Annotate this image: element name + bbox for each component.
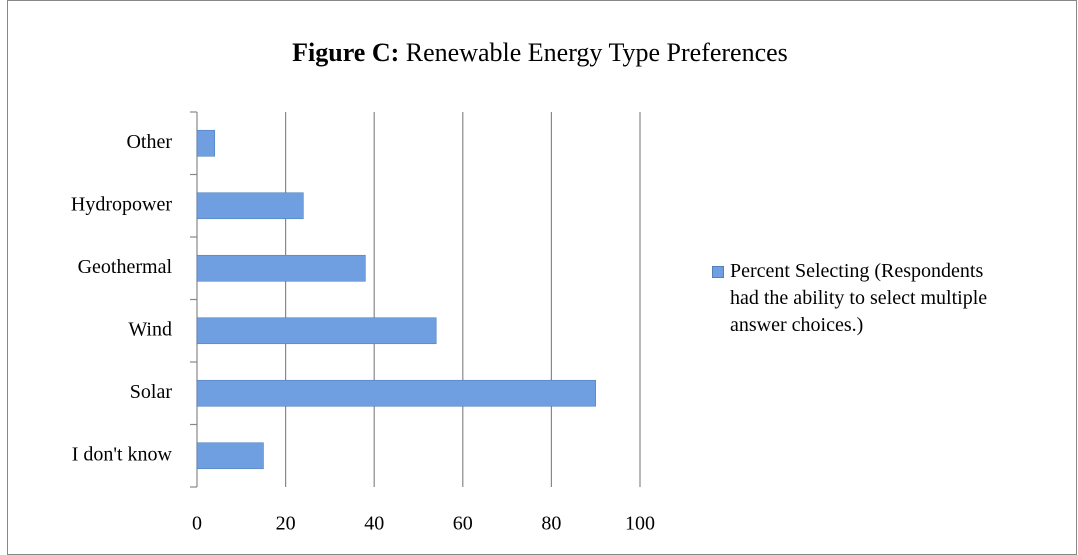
y-tick-label: I don't know bbox=[72, 443, 173, 465]
bar bbox=[196, 192, 304, 220]
title-text: Renewable Energy Type Preferences bbox=[406, 38, 788, 67]
y-tick-label: Wind bbox=[128, 318, 172, 340]
x-tick-label: 20 bbox=[276, 513, 296, 535]
x-tick-label: 60 bbox=[453, 513, 473, 535]
x-tick-label: 100 bbox=[625, 513, 655, 535]
legend-swatch bbox=[712, 266, 724, 278]
chart-title: Figure C: Renewable Energy Type Preferen… bbox=[292, 38, 788, 67]
bar bbox=[196, 129, 216, 157]
bar bbox=[196, 317, 437, 345]
y-tick-label: Other bbox=[126, 131, 172, 153]
bar bbox=[196, 379, 597, 407]
bar bbox=[196, 442, 264, 470]
x-tick-label: 0 bbox=[192, 513, 202, 535]
legend-label: Percent Selecting (Respondents had the a… bbox=[730, 260, 988, 336]
y-tick-label: Solar bbox=[130, 381, 173, 403]
title-label: Figure C: bbox=[292, 38, 399, 67]
x-tick-label: 40 bbox=[364, 513, 384, 535]
y-tick-label: Geothermal bbox=[78, 256, 173, 278]
y-tick-label: Hydropower bbox=[71, 193, 172, 215]
bar bbox=[196, 254, 366, 282]
legend: Percent Selecting (Respondents had the a… bbox=[712, 258, 1012, 339]
x-tick-label: 80 bbox=[541, 513, 561, 535]
